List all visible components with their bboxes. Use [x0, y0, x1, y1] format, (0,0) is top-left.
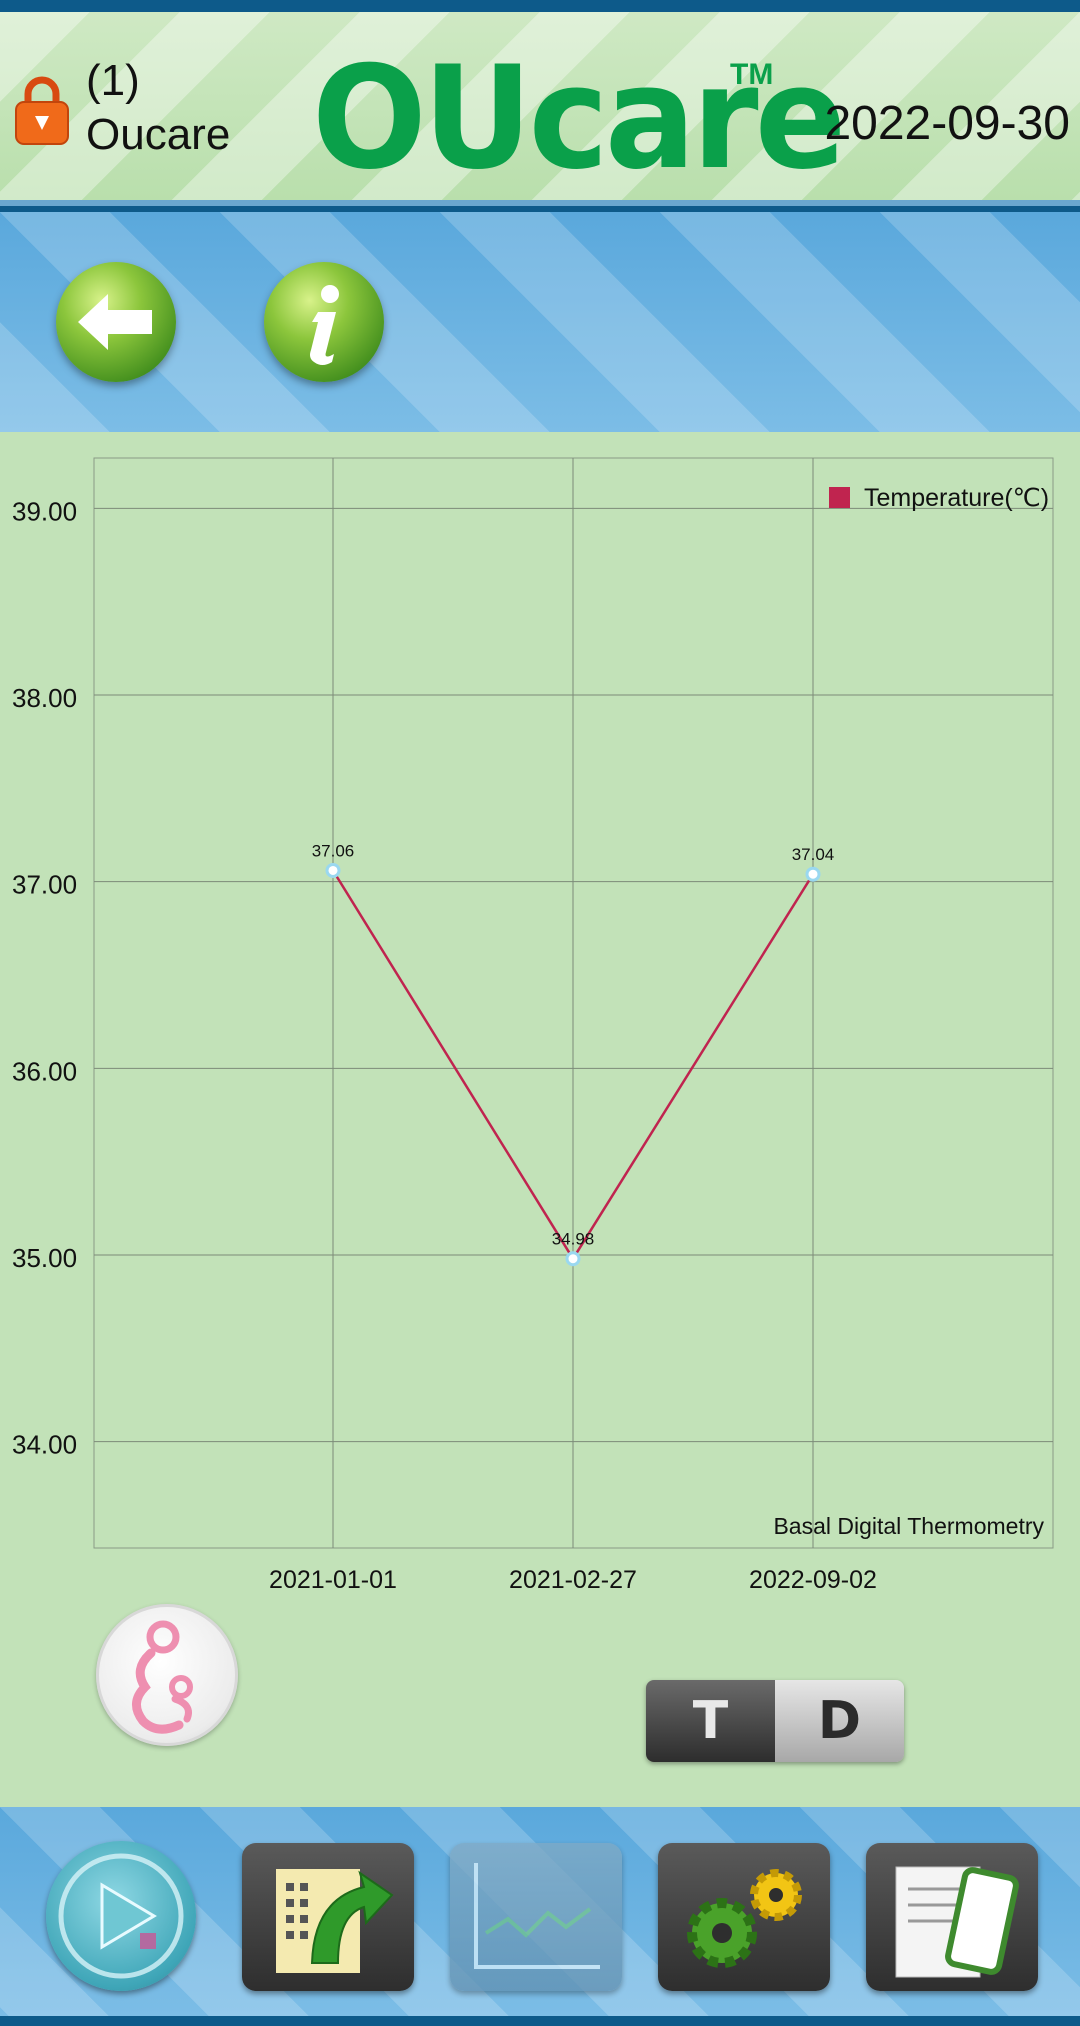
arrow-left-icon [78, 294, 152, 350]
x-tick-label: 2022-09-02 [749, 1566, 877, 1594]
toggle-d-button[interactable]: D [775, 1680, 904, 1762]
trademark-mark: TM [730, 58, 774, 91]
phone-document-button[interactable] [866, 1843, 1038, 1991]
temperature-chart: 39.00 38.00 37.00 36.00 35.00 34.00 2021-01-01… [0, 432, 1080, 1807]
data-point [565, 1251, 581, 1267]
legend-swatch [829, 487, 850, 508]
brand-logo: OUcare [312, 36, 846, 201]
settings-button[interactable] [658, 1843, 830, 1991]
records-export-button[interactable] [242, 1843, 414, 1991]
nav-toolbar [0, 212, 1080, 432]
temp-detail-toggle: T D [646, 1680, 904, 1762]
app-header: (1) Oucare OUcare TM 2022-09-30 [0, 0, 1080, 212]
bottom-nav [0, 1807, 1080, 2026]
mother-child-button[interactable] [96, 1604, 238, 1746]
data-value-label: 37.06 [312, 841, 355, 860]
mother-child-icon [132, 1620, 193, 1734]
chart-annotation: Basal Digital Thermometry [773, 1513, 1044, 1539]
phone-document-icon [895, 1866, 1019, 1978]
header-date: 2022-09-30 [824, 97, 1070, 150]
x-tick-label: 2021-01-01 [269, 1566, 397, 1594]
chart-view-button[interactable] [450, 1843, 622, 1991]
y-tick-label: 37.00 [12, 870, 77, 900]
y-tick-label: 34.00 [12, 1430, 77, 1460]
y-tick-label: 38.00 [12, 683, 77, 713]
y-tick-label: 39.00 [12, 496, 77, 526]
chart-icon [474, 1863, 600, 1969]
y-tick-label: 35.00 [12, 1243, 77, 1273]
data-point [805, 866, 821, 882]
play-measure-icon [58, 1853, 184, 1979]
data-value-label: 37.04 [792, 845, 835, 864]
user-index: (1) [86, 56, 140, 105]
records-export-icon [276, 1869, 394, 1973]
data-value-label: 34.98 [552, 1230, 595, 1249]
y-tick-label: 36.00 [12, 1056, 77, 1086]
legend-label: Temperature(℃) [864, 484, 1049, 512]
x-tick-label: 2021-02-27 [509, 1566, 637, 1594]
back-button[interactable] [56, 262, 176, 382]
user-name: Oucare [86, 110, 231, 159]
play-measure-button[interactable] [46, 1841, 196, 1991]
toggle-t-button[interactable]: T [646, 1680, 775, 1762]
lock-icon[interactable] [14, 74, 70, 146]
info-button[interactable] [264, 262, 384, 382]
info-icon [310, 285, 339, 365]
settings-gears-icon [687, 1869, 802, 1968]
chart-canvas: 39.00 38.00 37.00 36.00 35.00 34.00 2021-01-01… [12, 457, 1054, 1594]
data-point [325, 862, 341, 878]
